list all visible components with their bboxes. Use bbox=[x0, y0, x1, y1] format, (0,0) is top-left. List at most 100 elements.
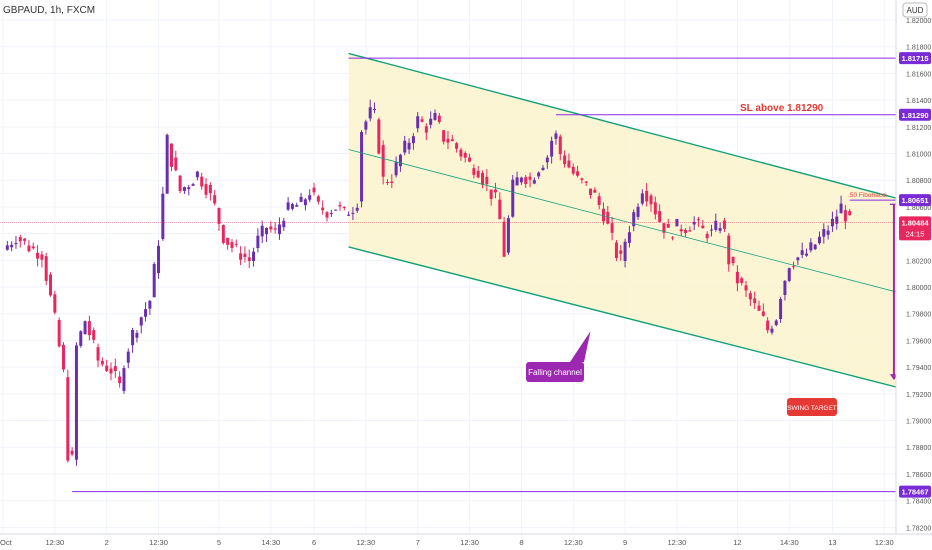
price-tick-label: 1.80000 bbox=[906, 285, 931, 292]
currency-label: AUD bbox=[907, 6, 924, 15]
candle-body bbox=[169, 143, 173, 167]
candle-body bbox=[79, 331, 83, 346]
candle-body bbox=[36, 252, 40, 259]
time-axis[interactable]: Oct 12:30 2 12:30 5 14:30 6 12:30 7 12:30 8 12:30 9 1… bbox=[0, 533, 932, 550]
price-axis[interactable]: 1.78200 1.78400 1.78600 1.78800 1.79000 1.792… bbox=[895, 0, 932, 534]
candle-body bbox=[265, 227, 269, 235]
candle-body bbox=[182, 187, 186, 191]
candle-body bbox=[506, 218, 510, 253]
candle-body bbox=[165, 134, 169, 194]
candle-body bbox=[57, 320, 61, 347]
price-tick-label: 1.79600 bbox=[906, 338, 931, 345]
time-tick-label: 12:30 bbox=[45, 538, 64, 547]
candle-body bbox=[109, 368, 113, 374]
candle-body bbox=[351, 212, 355, 214]
time-tick-label: 12:30 bbox=[149, 538, 168, 547]
candle-body bbox=[83, 321, 87, 335]
level-price-badge bbox=[899, 194, 931, 207]
candle-body bbox=[269, 226, 273, 230]
candle-body bbox=[843, 210, 847, 222]
candle-body bbox=[347, 214, 351, 216]
price-tick-label: 1.78200 bbox=[906, 525, 931, 532]
candle-body bbox=[684, 230, 688, 234]
candle-body bbox=[407, 142, 411, 150]
candle-body bbox=[360, 131, 364, 202]
time-tick-label: 12:30 bbox=[668, 538, 687, 547]
candle-body bbox=[92, 330, 96, 340]
candle-body bbox=[636, 206, 640, 217]
candle-body bbox=[528, 176, 532, 180]
swing-target-badge bbox=[787, 398, 837, 416]
candle-body bbox=[550, 140, 554, 157]
candle-body bbox=[5, 245, 9, 250]
level-price-badge bbox=[899, 52, 931, 65]
candle-body bbox=[740, 278, 744, 283]
candle-body bbox=[472, 168, 476, 175]
candle-body bbox=[403, 140, 407, 153]
channel-lower-line bbox=[348, 246, 932, 397]
swing-target-label: SWING TARGET bbox=[787, 405, 837, 412]
candle-body bbox=[277, 224, 281, 235]
candle-body bbox=[511, 179, 515, 217]
candle-body bbox=[18, 237, 22, 242]
bar-countdown-label: 24:15 bbox=[906, 229, 925, 238]
candle-body bbox=[783, 280, 787, 295]
price-tick-label: 1.80800 bbox=[906, 178, 931, 185]
candle-body bbox=[493, 189, 497, 193]
candle-body bbox=[476, 170, 480, 178]
candle-body bbox=[87, 321, 91, 336]
channel-label-pointer bbox=[570, 331, 591, 362]
candle-body bbox=[662, 223, 666, 233]
candle-body bbox=[589, 188, 593, 196]
candle-body bbox=[131, 329, 135, 346]
candle-body bbox=[148, 300, 152, 309]
candle-body bbox=[373, 109, 377, 111]
time-tick-label: 12:30 bbox=[564, 538, 583, 547]
candle-body bbox=[835, 216, 839, 224]
candle-body bbox=[139, 317, 143, 326]
candle-body bbox=[744, 285, 748, 291]
candle-body bbox=[524, 177, 528, 184]
falling-channel-lines bbox=[348, 52, 932, 397]
candle-body bbox=[826, 230, 830, 235]
time-tick-label: 8 bbox=[519, 538, 523, 547]
level-price-label: 1.78467 bbox=[901, 488, 928, 497]
candle-body bbox=[779, 299, 783, 320]
candle-body bbox=[204, 184, 208, 195]
candle-body bbox=[619, 250, 623, 254]
candlestick-series bbox=[5, 99, 852, 466]
candle-body bbox=[113, 366, 117, 371]
time-tick-label: Oct bbox=[0, 538, 13, 547]
time-tick-label: 14:30 bbox=[780, 538, 799, 547]
time-tick-label: 12:30 bbox=[460, 538, 479, 547]
candle-body bbox=[537, 172, 541, 177]
time-tick-label: 12:30 bbox=[875, 538, 894, 547]
candle-body bbox=[377, 119, 381, 154]
candle-body bbox=[485, 176, 489, 185]
candle-body bbox=[463, 152, 467, 158]
candle-body bbox=[40, 254, 44, 260]
time-tick-label: 2 bbox=[105, 538, 109, 547]
candle-body bbox=[27, 245, 31, 252]
candle-body bbox=[239, 253, 243, 260]
price-tick-label: 1.78400 bbox=[906, 499, 931, 506]
candle-body bbox=[364, 121, 368, 130]
candle-body bbox=[761, 311, 765, 316]
current-price-badge bbox=[899, 216, 931, 241]
annotations: SL above 1.81290 .50 Fibonacci Falling cha… bbox=[526, 103, 898, 416]
time-tick-label: 5 bbox=[217, 538, 221, 547]
candle-body bbox=[653, 202, 657, 215]
level-price-label: 1.80651 bbox=[901, 196, 928, 205]
candle-body bbox=[748, 293, 752, 300]
candle-body bbox=[368, 107, 372, 119]
candle-body bbox=[390, 181, 394, 184]
candle-body bbox=[325, 212, 329, 218]
candle-body bbox=[282, 220, 286, 228]
candle-body bbox=[338, 204, 342, 207]
candle-body bbox=[679, 229, 683, 232]
candle-body bbox=[442, 130, 446, 142]
candle-body bbox=[774, 320, 778, 326]
currency-badge[interactable]: AUD bbox=[902, 2, 928, 18]
price-tick-label: 1.82000 bbox=[906, 18, 931, 25]
